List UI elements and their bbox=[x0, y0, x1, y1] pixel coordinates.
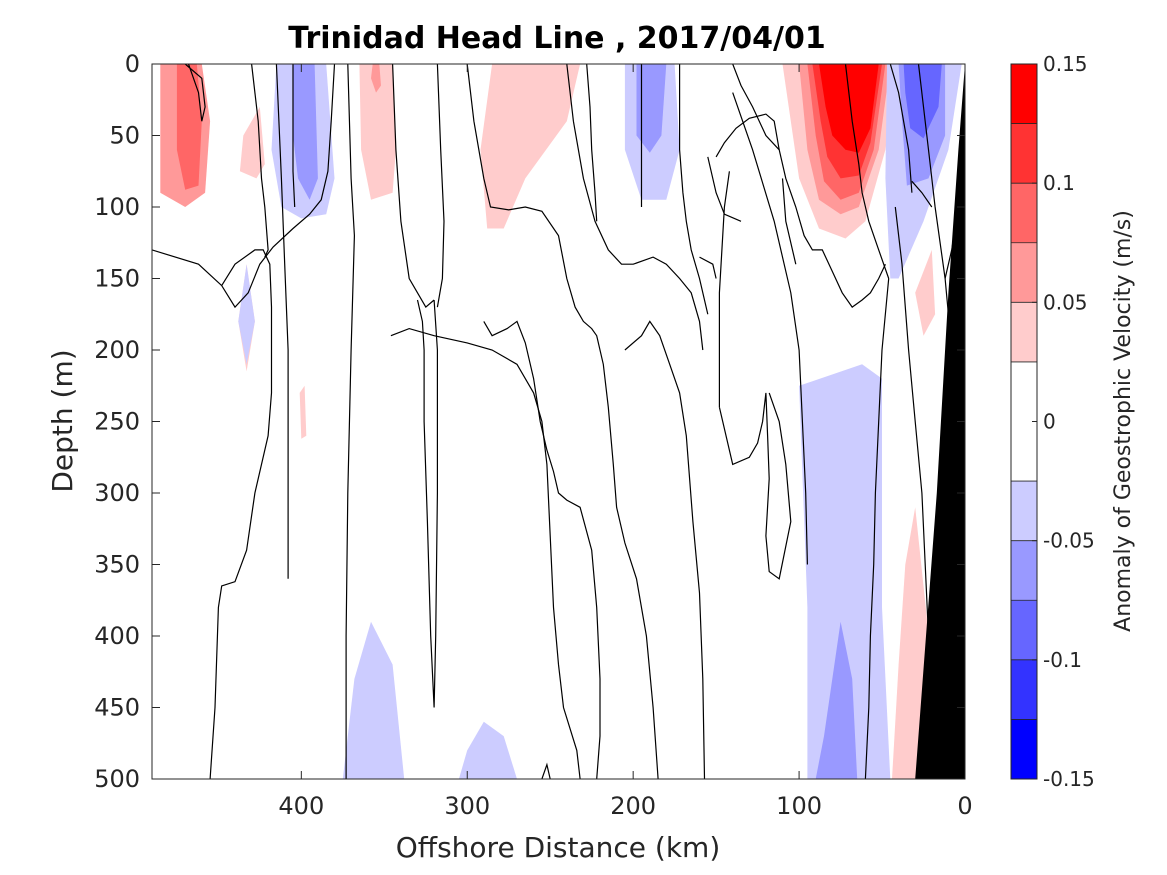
colorbar-swatch bbox=[1011, 183, 1037, 243]
colorbar-swatch bbox=[1011, 540, 1037, 601]
positive-anomaly-region bbox=[480, 64, 581, 229]
zero-contour-line bbox=[732, 92, 808, 565]
y-tick-label: 350 bbox=[94, 551, 140, 579]
zero-contour-line bbox=[251, 64, 269, 258]
bathymetry-layer bbox=[915, 64, 965, 779]
colorbar-swatch bbox=[1011, 302, 1037, 362]
zero-contour-line bbox=[436, 64, 445, 308]
y-tick-label: 400 bbox=[94, 622, 140, 650]
y-tick-label: 100 bbox=[94, 193, 140, 221]
zero-contour-line bbox=[844, 64, 890, 279]
y-axis-title: Depth (m) bbox=[46, 349, 79, 492]
zero-contour-line bbox=[392, 64, 435, 309]
zero-contour-line bbox=[911, 180, 933, 208]
positive-anomaly-region bbox=[915, 249, 936, 336]
colorbar-swatch bbox=[1011, 719, 1037, 779]
positive-anomaly-region bbox=[359, 64, 396, 200]
negative-anomaly-region bbox=[238, 264, 255, 365]
zero-contour-line bbox=[566, 64, 704, 351]
x-tick-label: 0 bbox=[957, 792, 972, 820]
zero-contour-line bbox=[624, 320, 706, 779]
negative-anomaly-region bbox=[799, 364, 891, 779]
zero-contour-line bbox=[781, 178, 797, 265]
zero-contour-line bbox=[718, 171, 730, 408]
zero-contour-line bbox=[718, 392, 792, 580]
y-tick-label: 450 bbox=[94, 694, 140, 722]
seafloor-bathymetry bbox=[915, 64, 965, 779]
y-tick-label: 150 bbox=[94, 265, 140, 293]
y-tick-label: 200 bbox=[94, 336, 140, 364]
x-tick-label: 300 bbox=[444, 792, 490, 820]
positive-anomaly-region bbox=[371, 64, 381, 93]
x-tick-label: 400 bbox=[278, 792, 324, 820]
colorbar-tick-label: 0.05 bbox=[1043, 290, 1088, 314]
zero-contour-line bbox=[889, 64, 913, 193]
y-tick-label: 300 bbox=[94, 479, 140, 507]
y-tick-label: 250 bbox=[94, 408, 140, 436]
zero-contour-line bbox=[345, 64, 356, 779]
zero-contour-line bbox=[275, 64, 289, 579]
colorbar-tick-label: 0.15 bbox=[1043, 52, 1088, 76]
negative-anomaly-region bbox=[293, 64, 318, 200]
zero-contour-line bbox=[292, 64, 296, 208]
colorbar-swatch bbox=[1011, 242, 1037, 303]
colorbar-title: Anomaly of Geostrophic Velocity (m/s) bbox=[1111, 210, 1136, 632]
negative-anomaly-region bbox=[342, 621, 405, 779]
y-axis: 0 50 100 150 200 250 300 350 400 450 500 bbox=[94, 50, 965, 793]
zero-contour-line bbox=[586, 64, 598, 222]
colorbar-swatch bbox=[1011, 600, 1037, 660]
positive-anomaly-region bbox=[176, 64, 202, 190]
x-tick-label: 100 bbox=[776, 792, 822, 820]
zero-contour-line bbox=[390, 327, 581, 779]
colorbar: 0.15 0.1 0.05 0 -0.05 -0.1 -0.15 bbox=[1010, 52, 1095, 791]
zero-contour-line bbox=[184, 64, 206, 122]
colorbar-tick-label: 0.1 bbox=[1043, 171, 1075, 195]
x-axis: 400 300 200 100 0 bbox=[278, 64, 973, 820]
zero-contour-line bbox=[715, 113, 780, 158]
colorbar-tick-label: 0 bbox=[1043, 410, 1056, 434]
y-tick-label: 0 bbox=[125, 50, 140, 78]
colorbar-tick-label: -0.05 bbox=[1043, 529, 1095, 553]
colorbar-tick-label: -0.1 bbox=[1043, 648, 1082, 672]
zero-contour-line bbox=[699, 256, 717, 279]
positive-anomaly-region bbox=[819, 64, 879, 153]
negative-anomaly-region bbox=[636, 64, 667, 153]
colorbar-swatch bbox=[1011, 64, 1037, 124]
colorbar-tick-label: -0.15 bbox=[1043, 767, 1095, 791]
x-axis-title: Offshore Distance (km) bbox=[396, 831, 721, 864]
x-tick-label: 200 bbox=[610, 792, 656, 820]
colorbar-swatch bbox=[1011, 123, 1037, 184]
y-tick-label: 500 bbox=[94, 765, 140, 793]
positive-anomaly-region bbox=[299, 385, 307, 439]
zero-contour-line bbox=[707, 156, 742, 222]
negative-anomaly-region bbox=[458, 721, 517, 779]
zero-contour-line bbox=[416, 299, 438, 708]
y-tick-label: 50 bbox=[109, 122, 140, 150]
negative-anomaly-region bbox=[815, 621, 858, 779]
zero-contour-line bbox=[209, 249, 273, 779]
zero-contour-line bbox=[483, 320, 601, 779]
chart-title: Trinidad Head Line , 2017/04/01 bbox=[288, 21, 825, 56]
colorbar-swatch bbox=[1011, 481, 1037, 541]
zero-contour-line bbox=[678, 64, 709, 315]
colorbar-swatch bbox=[1011, 659, 1037, 720]
zero-contour-line bbox=[466, 64, 659, 779]
zero-contour-line bbox=[541, 762, 551, 779]
zero-contour-line bbox=[732, 64, 886, 308]
zero-contour-line bbox=[864, 278, 890, 779]
